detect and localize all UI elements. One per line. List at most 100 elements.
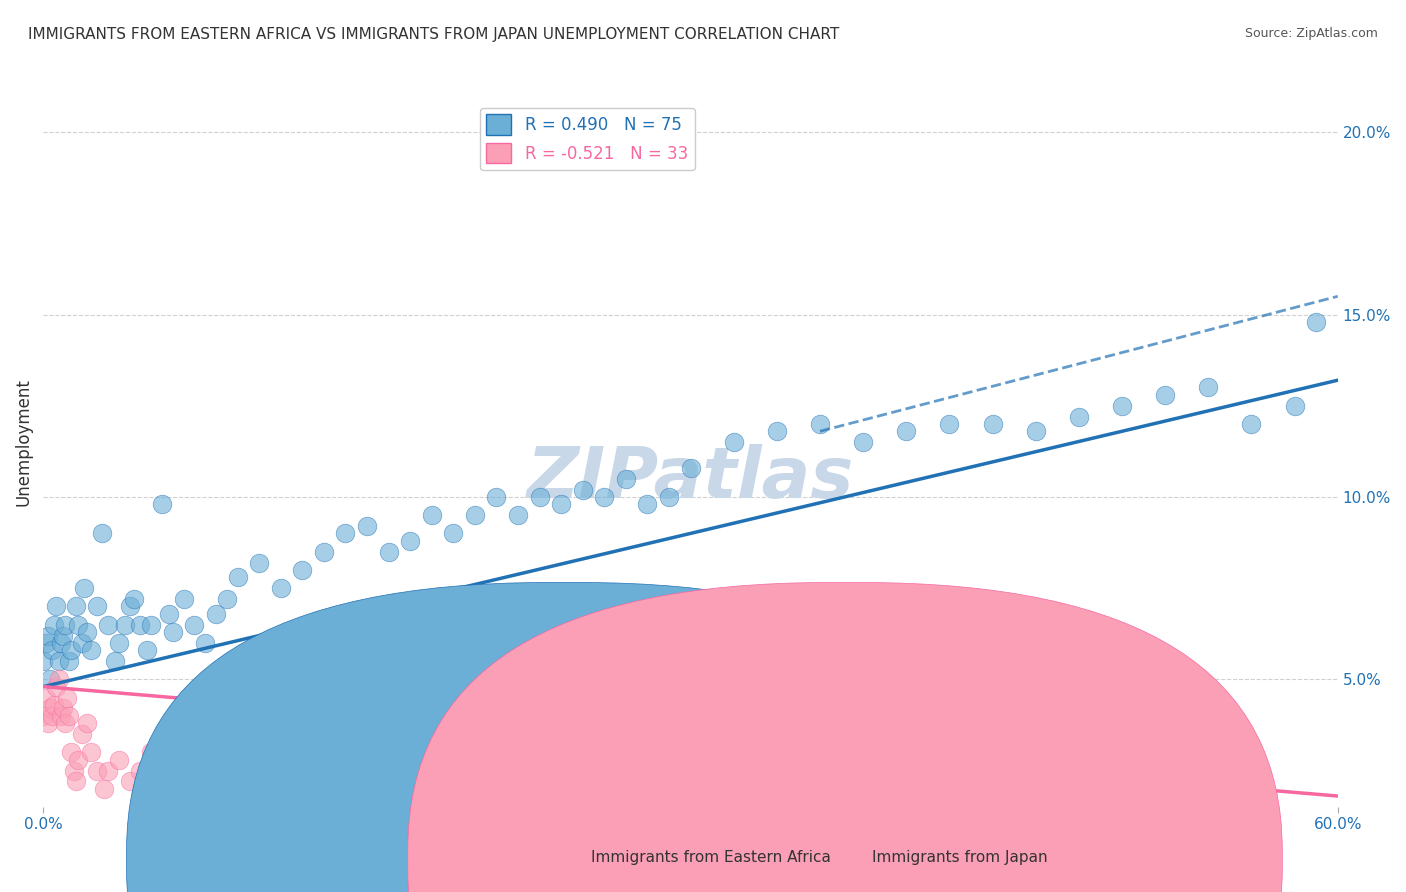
Immigrants from Eastern Africa xyxy=(723,435,745,450)
Immigrants from Eastern Africa xyxy=(614,472,637,486)
Immigrants from Eastern Africa xyxy=(37,628,59,642)
Immigrants from Japan xyxy=(852,764,875,778)
Immigrants from Eastern Africa xyxy=(247,556,270,570)
Immigrants from Eastern Africa xyxy=(194,636,217,650)
Immigrants from Eastern Africa xyxy=(97,617,120,632)
Text: ZIPatlas: ZIPatlas xyxy=(527,444,855,513)
Immigrants from Japan xyxy=(56,690,79,705)
Immigrants from Eastern Africa xyxy=(896,424,918,438)
Immigrants from Japan xyxy=(53,716,76,731)
Immigrants from Japan xyxy=(162,764,184,778)
Immigrants from Eastern Africa xyxy=(48,654,70,668)
Immigrants from Eastern Africa xyxy=(136,643,159,657)
Y-axis label: Unemployment: Unemployment xyxy=(15,378,32,506)
Text: IMMIGRANTS FROM EASTERN AFRICA VS IMMIGRANTS FROM JAPAN UNEMPLOYMENT CORRELATION: IMMIGRANTS FROM EASTERN AFRICA VS IMMIGR… xyxy=(28,27,839,42)
Immigrants from Japan xyxy=(45,680,67,694)
Immigrants from Eastern Africa xyxy=(808,417,831,431)
Immigrants from Eastern Africa xyxy=(658,490,681,504)
Immigrants from Japan xyxy=(80,745,103,759)
Immigrants from Eastern Africa xyxy=(162,624,184,639)
Immigrants from Japan xyxy=(65,774,87,789)
Immigrants from Japan xyxy=(48,673,70,687)
Immigrants from Eastern Africa xyxy=(852,435,875,450)
Immigrants from Eastern Africa xyxy=(441,526,464,541)
Immigrants from Eastern Africa xyxy=(766,424,789,438)
Immigrants from Japan xyxy=(1175,789,1198,803)
Immigrants from Eastern Africa xyxy=(356,519,378,533)
Legend: R = 0.490   N = 75, R = -0.521   N = 33: R = 0.490 N = 75, R = -0.521 N = 33 xyxy=(479,108,695,170)
Immigrants from Eastern Africa xyxy=(679,460,702,475)
Immigrants from Eastern Africa xyxy=(44,617,66,632)
Immigrants from Eastern Africa xyxy=(399,533,422,548)
Immigrants from Eastern Africa xyxy=(1154,388,1177,402)
Immigrants from Eastern Africa xyxy=(173,592,195,607)
Immigrants from Eastern Africa xyxy=(1240,417,1263,431)
Immigrants from Eastern Africa xyxy=(636,497,658,511)
Immigrants from Japan xyxy=(76,716,98,731)
Immigrants from Eastern Africa xyxy=(571,483,593,497)
Immigrants from Japan xyxy=(52,701,75,715)
Immigrants from Japan xyxy=(93,781,115,796)
Immigrants from Eastern Africa xyxy=(104,654,127,668)
Immigrants from Eastern Africa xyxy=(73,581,96,595)
Immigrants from Eastern Africa xyxy=(53,617,76,632)
Immigrants from Eastern Africa xyxy=(80,643,103,657)
Immigrants from Eastern Africa xyxy=(70,636,93,650)
Immigrants from Eastern Africa xyxy=(90,526,112,541)
Immigrants from Eastern Africa xyxy=(529,490,551,504)
Immigrants from Japan xyxy=(44,698,66,712)
Immigrants from Japan xyxy=(34,690,56,705)
Immigrants from Eastern Africa xyxy=(593,490,616,504)
Immigrants from Eastern Africa xyxy=(122,592,145,607)
Immigrants from Eastern Africa xyxy=(129,617,152,632)
Immigrants from Japan xyxy=(32,708,55,723)
Immigrants from Japan xyxy=(173,774,195,789)
Immigrants from Japan xyxy=(70,727,93,741)
Immigrants from Japan xyxy=(60,745,83,759)
Immigrants from Eastern Africa xyxy=(183,617,205,632)
Immigrants from Japan xyxy=(37,716,59,731)
Immigrants from Eastern Africa xyxy=(34,636,56,650)
Immigrants from Eastern Africa xyxy=(65,599,87,614)
Immigrants from Eastern Africa xyxy=(141,617,163,632)
Immigrants from Eastern Africa xyxy=(335,526,357,541)
Text: Immigrants from Japan: Immigrants from Japan xyxy=(872,850,1047,865)
Immigrants from Eastern Africa xyxy=(150,497,173,511)
Immigrants from Eastern Africa xyxy=(938,417,960,431)
Immigrants from Eastern Africa xyxy=(270,581,292,595)
Immigrants from Eastern Africa xyxy=(226,570,249,584)
Immigrants from Japan xyxy=(38,701,60,715)
Immigrants from Eastern Africa xyxy=(32,654,55,668)
Immigrants from Eastern Africa xyxy=(291,563,314,577)
Immigrants from Japan xyxy=(141,745,163,759)
Immigrants from Eastern Africa xyxy=(215,592,238,607)
Immigrants from Japan xyxy=(150,753,173,767)
Immigrants from Japan xyxy=(66,753,89,767)
Immigrants from Eastern Africa xyxy=(114,617,136,632)
Immigrants from Eastern Africa xyxy=(66,617,89,632)
Immigrants from Eastern Africa xyxy=(1025,424,1047,438)
Immigrants from Eastern Africa xyxy=(76,624,98,639)
Immigrants from Eastern Africa xyxy=(1111,399,1133,413)
Immigrants from Eastern Africa xyxy=(49,636,72,650)
Immigrants from Eastern Africa xyxy=(58,654,80,668)
Immigrants from Eastern Africa xyxy=(38,673,60,687)
Immigrants from Eastern Africa xyxy=(981,417,1004,431)
Immigrants from Eastern Africa xyxy=(485,490,508,504)
Immigrants from Eastern Africa xyxy=(118,599,141,614)
Immigrants from Eastern Africa xyxy=(377,544,399,558)
Immigrants from Eastern Africa xyxy=(1284,399,1306,413)
Immigrants from Eastern Africa xyxy=(464,508,486,523)
Immigrants from Japan xyxy=(41,708,63,723)
Immigrants from Japan xyxy=(49,708,72,723)
Immigrants from Eastern Africa xyxy=(312,544,335,558)
Immigrants from Eastern Africa xyxy=(52,628,75,642)
Immigrants from Eastern Africa xyxy=(420,508,443,523)
Immigrants from Japan xyxy=(108,753,131,767)
Text: Immigrants from Eastern Africa: Immigrants from Eastern Africa xyxy=(591,850,831,865)
Immigrants from Eastern Africa xyxy=(1067,409,1090,424)
Immigrants from Japan xyxy=(86,764,108,778)
Immigrants from Japan xyxy=(1067,774,1090,789)
Immigrants from Japan xyxy=(62,764,84,778)
Immigrants from Eastern Africa xyxy=(205,607,228,621)
